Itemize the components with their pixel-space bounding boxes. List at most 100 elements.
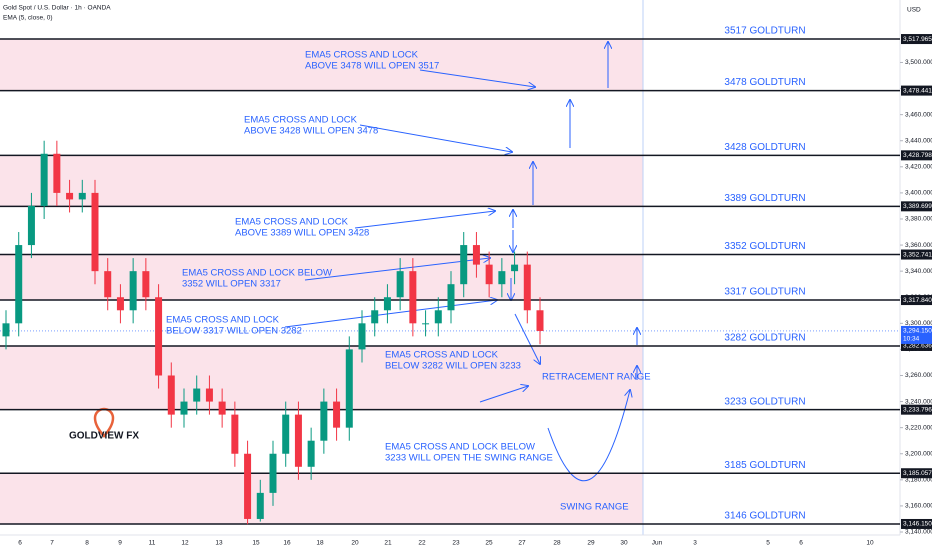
annotation: EMA5 CROSS AND LOCK (244, 115, 358, 126)
candle-body (53, 153, 61, 193)
price-tag-label: 3,352.741 (903, 251, 932, 258)
level-label: 3317 GOLDTURN (724, 287, 805, 298)
candle-body (269, 453, 277, 493)
candle-body (307, 440, 315, 467)
price-tag (901, 340, 932, 351)
x-tick-label: 7 (50, 540, 54, 547)
price-tag (901, 85, 932, 96)
candle-body (218, 401, 226, 415)
indicator-label: EMA (5, close, 0) (3, 15, 53, 22)
price-tag (901, 404, 932, 415)
candle-body (15, 245, 23, 324)
level-label: 3389 GOLDTURN (724, 193, 805, 204)
y-tick-label: 3,200.000 (905, 450, 932, 457)
annotation: EMA5 CROSS AND LOCK (235, 217, 349, 228)
x-tick-label: 16 (283, 540, 291, 547)
candle-body (231, 414, 239, 454)
candle-body (383, 297, 391, 311)
price-tag (901, 518, 932, 529)
candle-body (91, 192, 99, 272)
x-tick-label: 29 (587, 540, 595, 547)
annotation: BELOW 3282 WILL OPEN 3233 (385, 361, 521, 372)
annotation: SWING RANGE (560, 502, 629, 513)
zone (0, 473, 643, 524)
y-tick-label: 3,380.000 (905, 216, 932, 223)
x-tick-label: 11 (149, 540, 156, 547)
y-tick-label: 3,440.000 (905, 137, 932, 144)
x-tick-label: 3 (693, 540, 697, 547)
level-label: 3352 GOLDTURN (724, 241, 805, 252)
candle-body (409, 271, 417, 324)
price-tag (901, 468, 932, 479)
annotation: BELOW 3317 WILL OPEN 3282 (166, 326, 302, 337)
y-tick-label: 3,240.000 (905, 398, 932, 405)
x-tick-label: 8 (85, 540, 89, 547)
candle-body (536, 310, 544, 331)
candle-body (193, 388, 201, 402)
y-tick-label: 3,140.000 (905, 529, 932, 536)
candle-body (396, 271, 404, 298)
candle-body (447, 284, 455, 311)
arrows (284, 42, 637, 482)
candle-body (320, 401, 328, 441)
background (0, 39, 643, 524)
currency: USD (907, 7, 921, 14)
candle-body (142, 271, 150, 298)
price-tag (901, 295, 932, 306)
candle-body (294, 414, 302, 467)
y-tick-label: 3,400.000 (905, 190, 932, 197)
candle-body (66, 192, 74, 200)
level-label: 3146 GOLDTURN (724, 511, 805, 522)
price-tag-label: 3,317.840 (903, 297, 932, 304)
x-tick-label: 12 (181, 540, 189, 547)
candle-body (2, 323, 10, 337)
annotation: ABOVE 3428 WILL OPEN 3478 (244, 126, 378, 137)
candle-body (180, 401, 188, 415)
annotation: EMA5 CROSS AND LOCK (166, 315, 280, 326)
candle-body (40, 153, 48, 206)
annotation: EMA5 CROSS AND LOCK BELOW (385, 442, 535, 453)
level-label: 3282 GOLDTURN (724, 333, 805, 344)
price-tag-label: 3,146.150 (903, 521, 932, 528)
annotation: EMA5 CROSS AND LOCK (385, 350, 499, 361)
y-tick-label: 3,340.000 (905, 268, 932, 275)
x-tick-label: 30 (620, 540, 628, 547)
candle-body (333, 401, 341, 428)
level-label: 3185 GOLDTURN (724, 460, 805, 471)
y-tick-label: 3,260.000 (905, 372, 932, 379)
zone (0, 39, 643, 91)
price-tag (901, 150, 932, 161)
annotation: 3352 WILL OPEN 3317 (182, 279, 281, 290)
x-tick-label: 23 (452, 540, 460, 547)
candle-body (422, 323, 430, 325)
current-price-tag (901, 325, 932, 344)
x-tick-label: 10 (866, 540, 874, 547)
countdown: 10:34 (903, 336, 920, 343)
x-tick-label: 22 (418, 540, 426, 547)
candle-body (167, 375, 175, 415)
candle-body (155, 297, 163, 376)
y-tick-label: 3,300.000 (905, 320, 932, 327)
current-price-label: 3,294.150 (903, 328, 932, 335)
y-tick-label: 3,460.000 (905, 111, 932, 118)
x-tick-label: 5 (766, 540, 770, 547)
x-tick-label: 6 (799, 540, 803, 547)
price-axis (900, 0, 932, 550)
candle-body (511, 264, 519, 272)
candle-body (371, 310, 379, 324)
annotation: ABOVE 3478 WILL OPEN 3517 (305, 61, 439, 72)
y-tick-label: 3,360.000 (905, 242, 932, 249)
y-tick-label: 3,160.000 (905, 503, 932, 510)
annotation: EMA5 CROSS AND LOCK BELOW (182, 268, 332, 279)
candle-body (78, 192, 86, 200)
candle-body (485, 264, 493, 285)
price-tag-label: 3,233.796 (903, 406, 932, 413)
level-label: 3428 GOLDTURN (724, 142, 805, 153)
price-tag (901, 201, 932, 212)
level-label: 3478 GOLDTURN (724, 77, 805, 88)
x-tick-label: 6 (18, 540, 22, 547)
annotation: RETRACEMENT RANGE (542, 372, 651, 383)
candle-body (244, 453, 252, 519)
price-tag-label: 3,282.636 (903, 343, 932, 350)
candle-body (434, 310, 442, 324)
